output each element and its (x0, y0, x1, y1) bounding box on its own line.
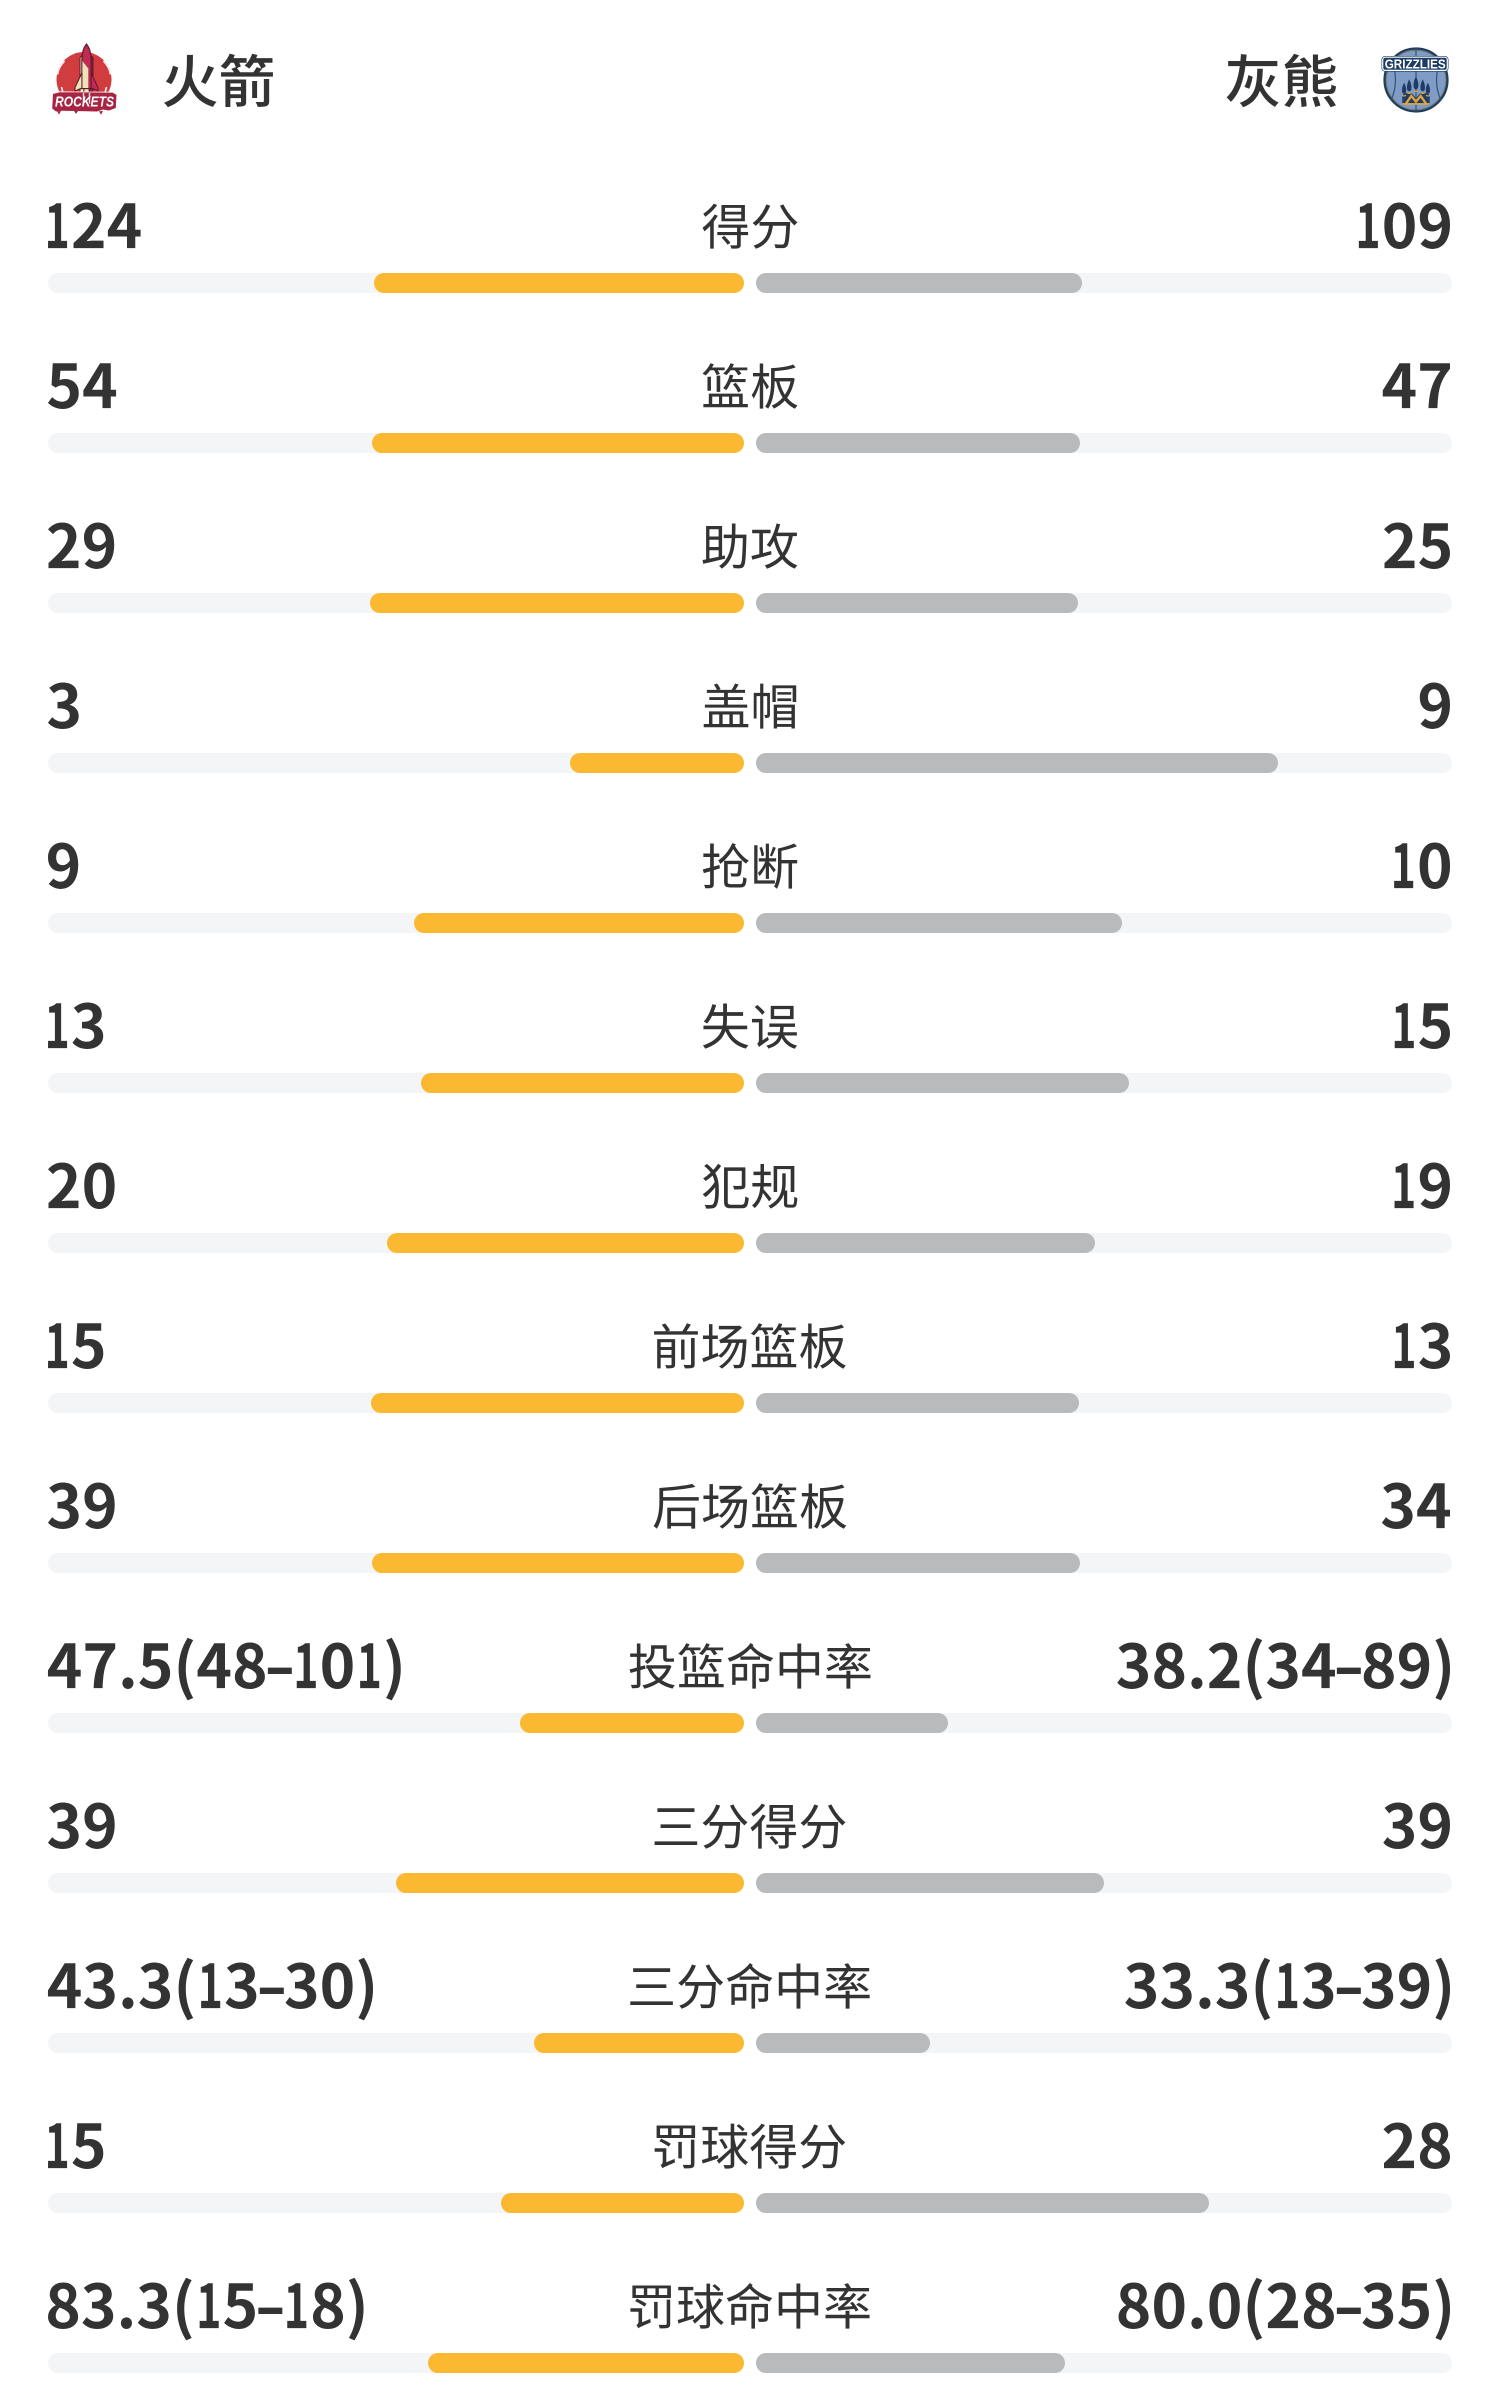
svg-text:ROCKETS: ROCKETS (55, 93, 114, 110)
svg-text:GRIZZLIES: GRIZZLIES (1385, 57, 1446, 71)
